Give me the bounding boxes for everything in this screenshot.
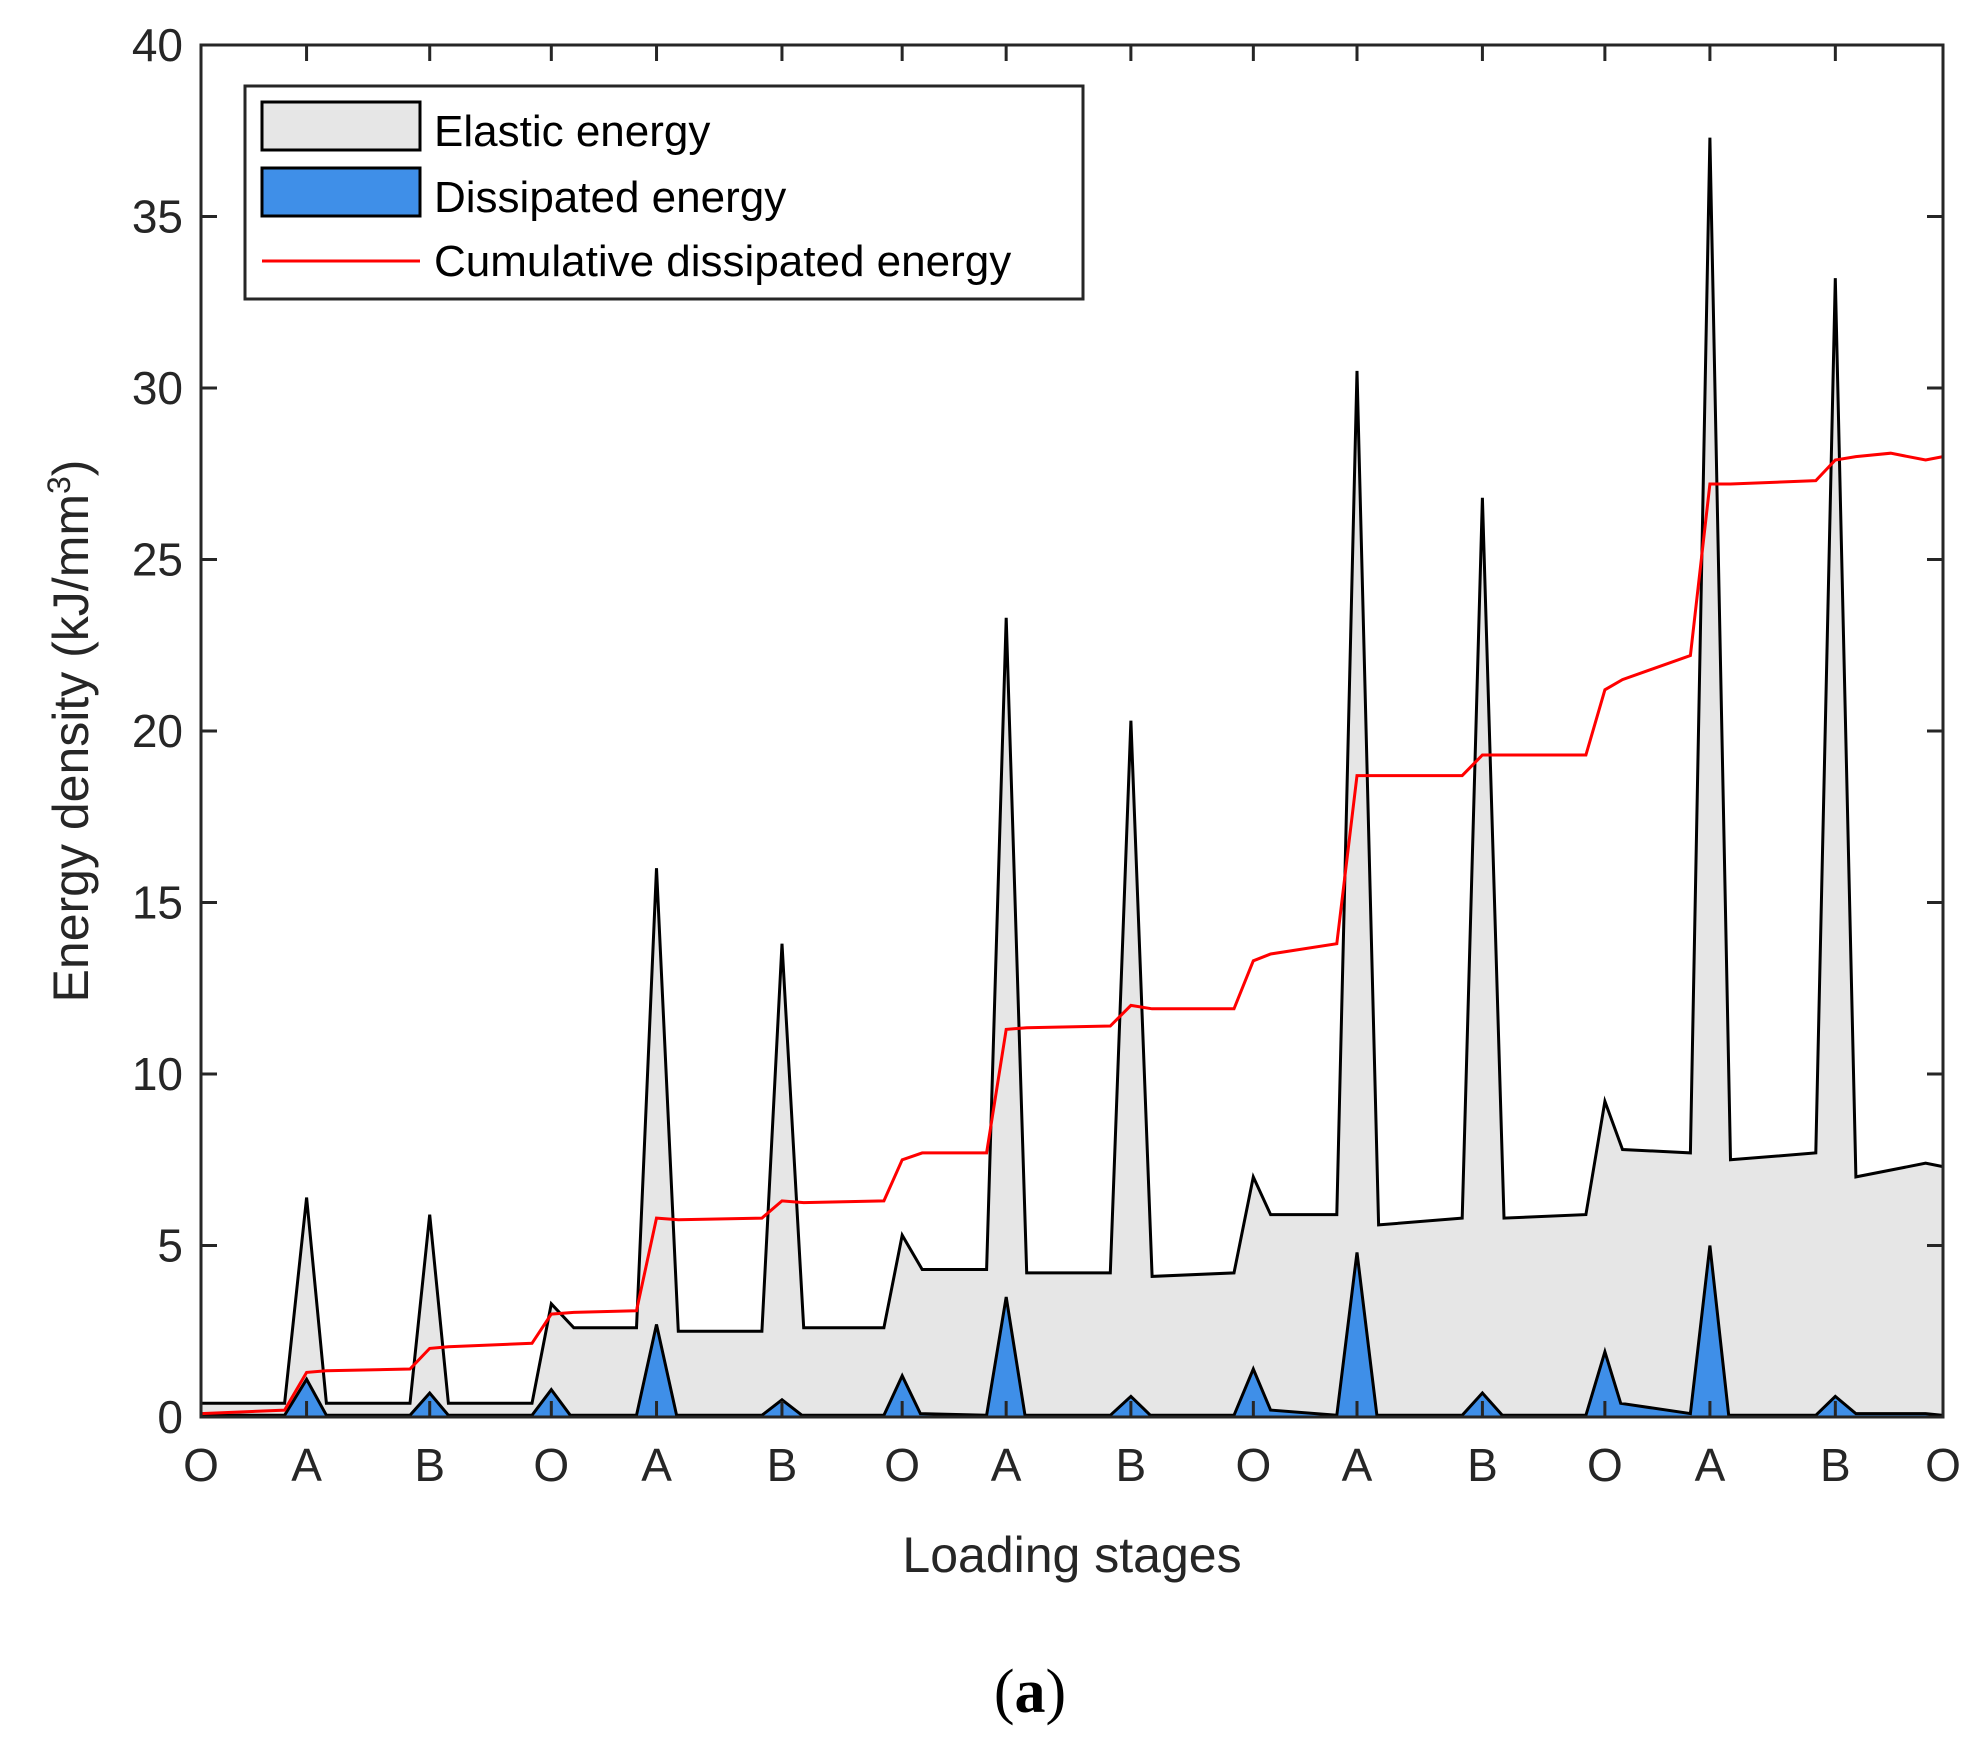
y-tick-label: 20 [132, 705, 183, 757]
legend-label-cumulative: Cumulative dissipated energy [434, 237, 1011, 286]
y-tick-label: 10 [132, 1048, 183, 1100]
y-tick-label: 30 [132, 362, 183, 414]
x-tick-label: O [1235, 1439, 1271, 1491]
legend: Elastic energy Dissipated energy Cumulat… [243, 84, 1085, 301]
y-axis-title-close: ) [43, 460, 99, 477]
x-tick-label: B [1820, 1439, 1851, 1491]
y-axis-title-superscript: 3 [41, 476, 77, 494]
plot-area [199, 137, 1945, 1419]
x-tick-label: A [291, 1439, 322, 1491]
legend-swatch-elastic [260, 100, 422, 152]
x-tick-label: O [183, 1439, 219, 1491]
y-axis-title-main: Energy density (kJ/mm [43, 494, 99, 1002]
x-tick-label: O [533, 1439, 569, 1491]
x-tick-label: O [884, 1439, 920, 1491]
x-axis-title: Loading stages [902, 1527, 1241, 1583]
x-tick-label: B [1116, 1439, 1147, 1491]
legend-label-elastic: Elastic energy [434, 107, 710, 156]
y-tick-label: 25 [132, 534, 183, 586]
caption-letter: a [1015, 1658, 1046, 1726]
dissipated-energy-area [199, 1245, 1945, 1419]
x-tick-label: A [991, 1439, 1022, 1491]
x-tick-label: B [1467, 1439, 1498, 1491]
x-tick-label: B [767, 1439, 798, 1491]
y-tick-label: 35 [132, 191, 183, 243]
caption-open: ( [994, 1658, 1015, 1726]
y-tick-label: 0 [157, 1391, 183, 1443]
x-tick-label: A [1342, 1439, 1373, 1491]
elastic-energy-area [199, 137, 1945, 1419]
x-tick-label: O [1925, 1439, 1961, 1491]
y-tick-label: 5 [157, 1220, 183, 1272]
figure-caption: (a) [994, 1658, 1066, 1726]
x-tick-label: O [1587, 1439, 1623, 1491]
x-tick-label: B [414, 1439, 445, 1491]
caption-close: ) [1046, 1658, 1067, 1726]
legend-label-dissipated: Dissipated energy [434, 173, 786, 222]
y-tick-label: 15 [132, 877, 183, 929]
x-tick-label: A [1695, 1439, 1726, 1491]
y-axis-title: Energy density (kJ/mm3) [41, 460, 99, 1003]
x-tick-label: A [641, 1439, 672, 1491]
cumulative-dissipated-energy-line [200, 451, 1944, 1416]
y-axis-ticks: 0 5 10 15 20 25 30 35 40 [132, 19, 1943, 1443]
legend-swatch-dissipated [260, 166, 422, 218]
y-tick-label: 40 [132, 19, 183, 71]
